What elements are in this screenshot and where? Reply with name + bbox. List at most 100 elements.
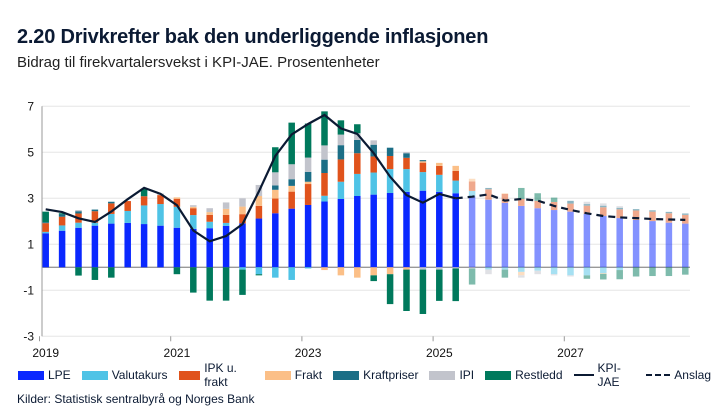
bar-restledd: [75, 267, 82, 276]
bar-ipk-u-frakt: [632, 210, 640, 220]
bar-lpe: [239, 223, 246, 268]
source-note: Kilder: Statistisk sentralbyrå og Norges…: [17, 392, 255, 406]
bar-kraftpriser: [304, 171, 312, 182]
bar-ipk-u-frakt: [288, 191, 295, 209]
bar-lpe: [534, 208, 541, 268]
bar-ipk-u-frakt: [91, 211, 99, 223]
bar-frakt: [304, 181, 312, 185]
legend-item: LPE: [18, 368, 71, 382]
bar-valutakurs: [583, 267, 591, 276]
bar-ipk-u-frakt: [567, 203, 574, 212]
bar-ipk-u-frakt: [173, 198, 181, 207]
bar-lpe: [632, 219, 640, 268]
bar-valutakurs: [288, 267, 295, 280]
bar-kraftpriser: [58, 214, 66, 217]
bar-stack: [436, 162, 443, 301]
bar-ipi: [616, 206, 623, 208]
bar-lpe: [288, 208, 295, 268]
bar-ipk-u-frakt: [436, 165, 443, 175]
bar-ipi: [550, 274, 558, 276]
bar-valutakurs: [304, 267, 312, 269]
bar-frakt: [403, 267, 410, 270]
bar-lpe: [42, 233, 49, 268]
x-tick-label: 2019: [32, 346, 59, 360]
bar-kraftpriser: [321, 159, 328, 173]
bar-stack: [108, 201, 115, 278]
bar-valutakurs: [419, 172, 427, 191]
bar-frakt: [239, 206, 246, 215]
bar-stack: [534, 193, 541, 275]
bar-ipk-u-frakt: [452, 170, 459, 181]
legend-label: KPI-JAE: [597, 361, 621, 389]
bar-restledd: [468, 268, 476, 285]
bar-restledd: [452, 268, 459, 302]
bar-ipk-u-frakt: [600, 207, 607, 217]
bar-restledd: [501, 269, 509, 278]
legend-item: Anslag: [646, 368, 711, 382]
bar-ipk-u-frakt: [354, 153, 361, 174]
bar-stack: [386, 147, 394, 305]
bar-frakt: [255, 196, 263, 206]
bar-kraftpriser: [567, 200, 574, 204]
legend-item: Frakt: [264, 368, 322, 382]
legend-label: IPI: [459, 368, 475, 382]
bar-frakt: [190, 206, 197, 209]
bar-frakt: [386, 267, 394, 275]
bar-ipi: [419, 267, 427, 270]
bar-valutakurs: [403, 169, 410, 192]
bar-ipi: [190, 205, 197, 207]
bar-ipk-u-frakt: [157, 195, 164, 205]
bar-ipi: [222, 202, 230, 209]
bar-valutakurs: [386, 169, 394, 194]
bar-stack: [485, 187, 492, 275]
bar-kraftpriser: [649, 210, 656, 212]
bar-kraftpriser: [272, 185, 279, 190]
bar-kraftpriser: [665, 211, 673, 214]
bar-valutakurs: [239, 267, 246, 270]
bar-ipk-u-frakt: [370, 156, 377, 173]
y-tick-label: 7: [27, 99, 34, 113]
bar-kraftpriser: [616, 207, 623, 210]
legend-label: Valutakurs: [111, 368, 168, 382]
bar-stack: [468, 178, 476, 285]
bar-restledd: [534, 193, 541, 201]
bar-restledd: [436, 269, 443, 301]
bar-valutakurs: [534, 267, 541, 271]
bar-restledd: [173, 267, 181, 275]
bar-ipk-u-frakt: [616, 209, 623, 219]
bar-stack: [665, 211, 673, 277]
bar-ipi: [206, 208, 213, 213]
legend-swatch: [485, 370, 512, 380]
bar-valutakurs: [616, 267, 623, 271]
bar-restledd: [583, 275, 591, 279]
bar-kraftpriser: [108, 201, 115, 204]
x-tick-label: 2025: [426, 346, 453, 360]
bar-ipk-u-frakt: [42, 223, 49, 232]
bar-stack: [550, 197, 558, 276]
bar-valutakurs: [550, 267, 558, 275]
bar-valutakurs: [157, 204, 164, 226]
bar-ipk-u-frakt: [321, 173, 328, 196]
bar-restledd: [108, 267, 115, 278]
bar-ipk-u-frakt: [140, 196, 148, 206]
bar-stack: [140, 188, 148, 268]
bar-ipk-u-frakt: [468, 181, 476, 191]
bar-lpe: [403, 191, 410, 268]
legend-item: IPK u. frakt: [178, 361, 254, 389]
bar-stack: [354, 124, 361, 278]
y-tick-label: -3: [23, 329, 34, 343]
bar-frakt: [206, 212, 213, 215]
bar-kraftpriser: [485, 187, 492, 190]
bar-stack: [288, 122, 295, 280]
bar-lpe: [419, 190, 427, 268]
bar-stack: [91, 209, 99, 280]
bar-valutakurs: [501, 267, 509, 270]
bar-valutakurs: [567, 267, 574, 276]
bar-lpe: [173, 227, 181, 268]
x-tick-label: 2023: [295, 346, 322, 360]
bar-lpe: [75, 227, 82, 268]
bar-lpe: [304, 204, 312, 268]
bar-lpe: [337, 198, 345, 268]
bar-frakt: [321, 267, 328, 271]
bar-lpe: [91, 225, 99, 268]
